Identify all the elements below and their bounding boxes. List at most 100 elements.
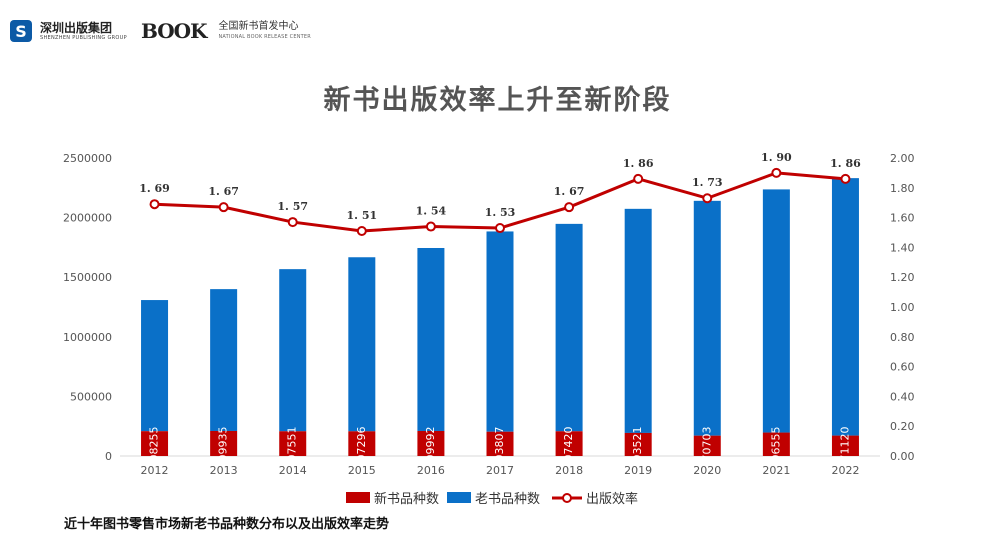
bar-new-books-label: 09935	[217, 427, 230, 462]
bar-old-books	[417, 247, 445, 431]
y-right-tick-label: 1.00	[890, 301, 915, 314]
bar-old-books	[831, 178, 859, 436]
bar-old-books	[624, 208, 652, 433]
efficiency-point	[218, 202, 229, 213]
bar-new-books-label: 09992	[424, 427, 437, 462]
release-center-name-en: NATIONAL BOOK RELEASE CENTER	[218, 34, 311, 40]
efficiency-data-label: 1. 86	[623, 157, 654, 170]
legend-label-old-books: 老书品种数	[475, 492, 540, 507]
efficiency-data-label: 1. 69	[139, 182, 170, 195]
bar-new-books	[279, 431, 307, 456]
efficiency-data-label: 1. 90	[761, 151, 792, 164]
bar-old-books	[555, 223, 583, 432]
efficiency-point	[840, 173, 851, 184]
x-tick-label: 2015	[348, 464, 376, 477]
release-center-logo: 全国新书首发中心 NATIONAL BOOK RELEASE CENTER	[218, 22, 310, 40]
y-left-tick-label: 2500000	[63, 152, 112, 165]
bar-new-books-label: 07551	[286, 427, 299, 462]
legend-label-new-books: 新书品种数	[374, 491, 439, 507]
y-right-tick-label: 1.80	[890, 182, 915, 195]
x-tick-label: 2021	[762, 464, 790, 477]
efficiency-data-label: 1. 51	[347, 209, 378, 222]
bar-old-books	[279, 269, 307, 432]
y-right-tick-label: 2.00	[890, 152, 915, 165]
legend-swatch-old-books	[447, 492, 471, 503]
x-tick-label: 2018	[555, 464, 583, 477]
efficiency-data-label: 1. 67	[208, 185, 239, 198]
efficiency-data-label: 1. 57	[277, 200, 308, 213]
bar-new-books-label: 07420	[562, 427, 575, 462]
chart-title: 新书出版效率上升至新阶段	[323, 85, 672, 116]
bar-new-books-label: 96555	[769, 427, 782, 462]
efficiency-data-label: 1. 53	[485, 206, 516, 219]
bar-new-books	[417, 430, 445, 456]
efficiency-point	[287, 217, 298, 228]
book-logo: BOOK	[140, 19, 208, 43]
publisher-name-cn: 深圳出版集团	[40, 20, 113, 35]
efficiency-data-label: 1. 86	[830, 157, 861, 170]
efficiency-point	[771, 167, 782, 178]
publisher-name-en: SHENZHEN PUBLISHING GROUP	[40, 34, 127, 41]
legend-label-efficiency: 出版效率	[586, 491, 638, 507]
legend-marker-efficiency	[562, 493, 572, 503]
bar-old-books	[762, 189, 790, 433]
y-right-tick-label: 0.40	[890, 390, 915, 403]
bar-old-books	[210, 289, 238, 431]
y-right-tick-label: 0.00	[890, 450, 915, 463]
x-tick-label: 2019	[624, 464, 652, 477]
efficiency-data-label: 1. 54	[416, 205, 447, 218]
chart-caption: 近十年图书零售市场新老书品种数分布以及出版效率走势	[64, 517, 390, 532]
bar-new-books	[210, 430, 238, 456]
bar-new-books-label: 07296	[355, 427, 368, 462]
bar-new-books	[693, 435, 721, 456]
y-left-tick-label: 1500000	[63, 271, 112, 284]
header-logos: S 深圳出版集团 SHENZHEN PUBLISHING GROUP BOOK …	[10, 18, 311, 44]
y-right-tick-label: 1.40	[890, 241, 915, 254]
y-left-tick-label: 2000000	[63, 212, 112, 225]
release-center-name-cn: 全国新书首发中心	[218, 21, 299, 32]
x-tick-label: 2016	[417, 464, 445, 477]
y-left-tick-label: 0	[105, 450, 112, 463]
bar-new-books-label: 93521	[631, 427, 644, 462]
x-tick-label: 2014	[279, 464, 307, 477]
x-tick-label: 2020	[693, 464, 721, 477]
bar-new-books	[762, 432, 790, 456]
bar-old-books	[348, 257, 376, 432]
x-tick-label: 2013	[210, 464, 238, 477]
bar-new-books	[624, 432, 652, 456]
bar-old-books	[141, 300, 169, 432]
bar-old-books	[693, 200, 721, 436]
y-left-tick-label: 1000000	[63, 331, 112, 344]
x-tick-label: 2022	[831, 464, 859, 477]
x-tick-label: 2017	[486, 464, 514, 477]
efficiency-point	[425, 221, 436, 232]
publisher-logo: 深圳出版集团 SHENZHEN PUBLISHING GROUP	[40, 22, 127, 41]
bar-new-books-label: 70703	[700, 427, 713, 462]
efficiency-point	[356, 226, 367, 237]
bar-new-books	[348, 431, 376, 456]
bar-new-books	[555, 431, 583, 456]
efficiency-point	[564, 202, 575, 213]
bar-new-books-label: 03807	[493, 427, 506, 462]
bar-new-books	[486, 431, 514, 456]
y-left-tick-label: 500000	[70, 390, 112, 403]
bar-new-books-label: 71120	[838, 427, 851, 462]
y-right-tick-label: 1.20	[890, 271, 915, 284]
efficiency-data-label: 1. 67	[554, 185, 585, 198]
y-right-tick-label: 0.60	[890, 361, 915, 374]
y-right-tick-label: 0.20	[890, 420, 915, 433]
efficiency-point	[702, 193, 713, 204]
efficiency-point	[633, 173, 644, 184]
efficiency-point	[149, 199, 160, 210]
publisher-logo-icon: S	[10, 20, 32, 42]
bar-new-books-label: 08255	[148, 427, 161, 462]
bar-new-books	[141, 431, 169, 456]
legend-swatch-new-books	[346, 492, 370, 503]
bar-new-books	[831, 435, 859, 456]
efficiency-line	[154, 171, 846, 233]
y-right-tick-label: 1.60	[890, 212, 915, 225]
y-right-tick-label: 0.80	[890, 331, 915, 344]
bar-old-books	[486, 231, 514, 432]
efficiency-point	[495, 223, 505, 234]
